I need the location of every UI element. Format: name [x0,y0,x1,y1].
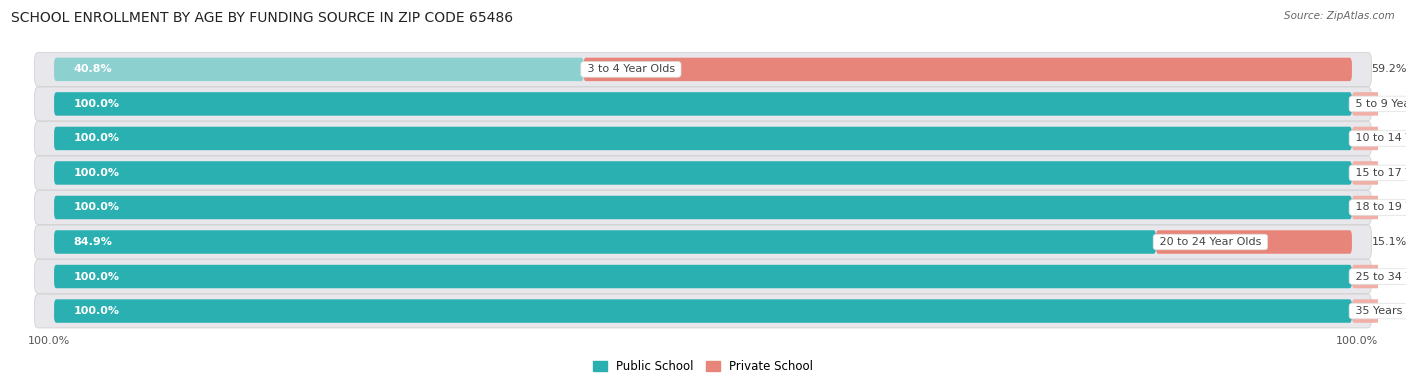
FancyBboxPatch shape [53,161,1353,185]
Text: 15.1%: 15.1% [1371,237,1406,247]
Text: 100.0%: 100.0% [73,168,120,178]
Text: 100.0%: 100.0% [73,271,120,282]
FancyBboxPatch shape [35,190,1371,224]
Text: 25 to 34 Year Olds: 25 to 34 Year Olds [1353,271,1406,282]
FancyBboxPatch shape [1156,230,1353,254]
Text: 20 to 24 Year Olds: 20 to 24 Year Olds [1156,237,1265,247]
FancyBboxPatch shape [53,92,1353,116]
FancyBboxPatch shape [1353,265,1406,288]
Text: 5 to 9 Year Old: 5 to 9 Year Old [1353,99,1406,109]
FancyBboxPatch shape [35,156,1371,190]
Text: 100.0%: 100.0% [73,202,120,213]
FancyBboxPatch shape [53,299,1353,323]
Text: 3 to 4 Year Olds: 3 to 4 Year Olds [583,64,678,74]
FancyBboxPatch shape [53,127,1353,150]
Text: 18 to 19 Year Olds: 18 to 19 Year Olds [1353,202,1406,213]
FancyBboxPatch shape [583,58,1353,81]
FancyBboxPatch shape [35,294,1371,328]
FancyBboxPatch shape [1353,92,1406,116]
Text: Source: ZipAtlas.com: Source: ZipAtlas.com [1284,11,1395,21]
Text: 59.2%: 59.2% [1371,64,1406,74]
Text: 100.0%: 100.0% [73,99,120,109]
FancyBboxPatch shape [1353,196,1406,219]
FancyBboxPatch shape [35,225,1371,259]
FancyBboxPatch shape [53,58,583,81]
Text: 15 to 17 Year Olds: 15 to 17 Year Olds [1353,168,1406,178]
FancyBboxPatch shape [53,265,1353,288]
Text: 40.8%: 40.8% [73,64,112,74]
FancyBboxPatch shape [35,121,1371,155]
Text: 10 to 14 Year Olds: 10 to 14 Year Olds [1353,133,1406,143]
Text: 100.0%: 100.0% [73,133,120,143]
FancyBboxPatch shape [35,260,1371,293]
Legend: Public School, Private School: Public School, Private School [588,355,818,377]
Text: 100.0%: 100.0% [28,336,70,346]
FancyBboxPatch shape [1353,299,1406,323]
FancyBboxPatch shape [35,87,1371,121]
Text: 100.0%: 100.0% [1336,336,1378,346]
Text: 84.9%: 84.9% [73,237,112,247]
Text: 35 Years and over: 35 Years and over [1353,306,1406,316]
FancyBboxPatch shape [53,230,1156,254]
FancyBboxPatch shape [53,196,1353,219]
Text: SCHOOL ENROLLMENT BY AGE BY FUNDING SOURCE IN ZIP CODE 65486: SCHOOL ENROLLMENT BY AGE BY FUNDING SOUR… [11,11,513,25]
Text: 100.0%: 100.0% [73,306,120,316]
FancyBboxPatch shape [1353,161,1406,185]
FancyBboxPatch shape [1353,127,1406,150]
FancyBboxPatch shape [35,52,1371,86]
